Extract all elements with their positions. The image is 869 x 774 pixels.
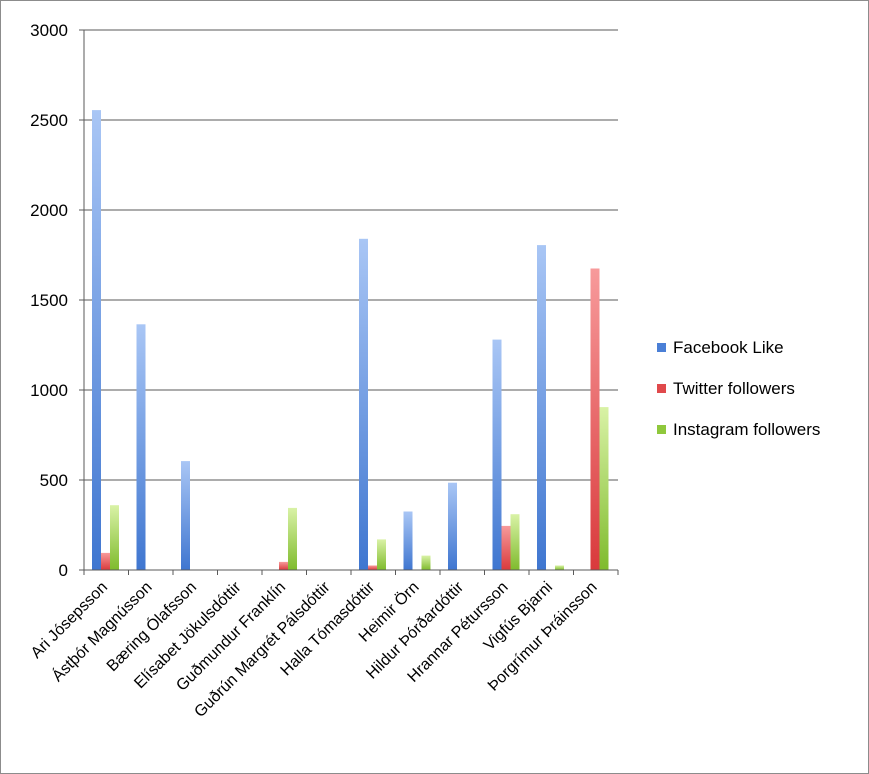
bar-twitter [101,552,110,570]
y-tick-label: 1000 [30,381,68,400]
bar-facebook [403,511,413,570]
bar-facebook [181,461,190,570]
legend-swatch-instagram [657,425,666,434]
legend-item-twitter: Twitter followers [657,378,820,399]
legend-label-twitter: Twitter followers [673,378,795,398]
y-tick-label: 500 [40,471,68,490]
axes [79,29,619,575]
bar-facebook [537,245,546,570]
bar-instagram [288,507,297,570]
bar-instagram [510,514,520,570]
bar-twitter [501,525,511,570]
bar-facebook [136,324,146,570]
y-tick-label: 2000 [30,201,68,220]
y-tick-labels: 0 500 1000 1500 2000 2500 3000 [30,21,68,580]
bar-instagram [421,555,431,570]
bar-twitter [279,561,288,570]
y-tick-label: 1500 [30,291,68,310]
legend-item-instagram: Instagram followers [657,419,820,440]
bar-facebook [448,482,457,570]
x-category-label: Ari Jósepsson [28,579,111,662]
bar-twitter [368,565,377,570]
bar-twitter [590,268,600,570]
y-tick-label: 0 [59,561,68,580]
bar-instagram [555,565,564,570]
bar-facebook [359,238,368,571]
bar-instagram [377,539,386,570]
y-tick-label: 2500 [30,111,68,130]
y-tick-label: 3000 [30,21,68,40]
legend-swatch-twitter [657,384,666,393]
legend-label-facebook: Facebook Like [673,337,784,357]
bar-instagram [110,505,119,570]
bar-facebook [92,110,101,570]
bars [92,110,609,571]
legend-swatch-facebook [657,343,666,352]
bar-instagram [599,407,609,570]
gridlines [84,29,618,481]
legend-item-facebook: Facebook Like [657,337,820,358]
legend-label-instagram: Instagram followers [673,419,821,439]
legend: Facebook Like Twitter followers Instagra… [657,337,820,460]
bar-facebook [492,339,502,570]
